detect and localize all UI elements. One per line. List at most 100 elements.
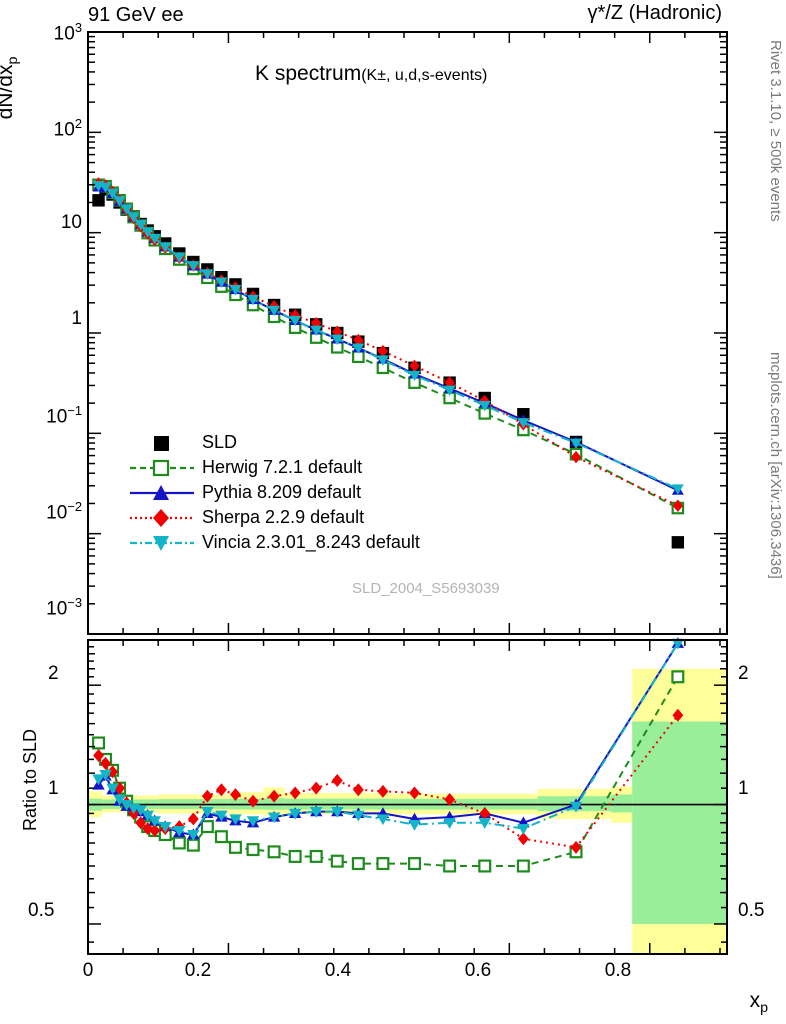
ratio-tick-label: 0.5 [28,900,55,921]
data-point [288,849,302,863]
data-point [331,334,344,346]
data-point [172,836,186,850]
data-point [517,832,529,846]
ratio-tick-label-right: 1 [738,778,749,799]
data-point [376,355,389,366]
x-tick-label: 0.8 [604,960,632,981]
data-point [113,794,126,806]
y-tick-label: 103 [53,20,82,45]
data-point [148,816,161,828]
data-point [478,859,492,873]
data-point [229,284,242,296]
data-point [268,789,280,803]
x-tick-label: 0.2 [184,960,212,981]
data-point [215,277,228,288]
data-point [99,770,112,781]
data-point [671,670,685,684]
data-point [173,825,186,837]
data-point [330,854,344,868]
data-point [134,219,147,231]
legend-label: SLD [202,432,238,452]
data-point [671,484,684,495]
data-point [376,857,390,871]
pythia-marker-icon [130,485,194,500]
data-point [201,807,214,818]
data-point [127,212,140,223]
data-point [479,806,491,820]
plot-title: K spectrum(K±, u,d,s-events) [255,62,488,85]
data-point [352,810,365,822]
data-point [331,774,343,787]
data-point [93,748,104,762]
data-point [120,204,133,215]
data-point [120,799,133,811]
legend-label: Herwig 7.2.1 default [202,457,363,477]
data-point [516,859,530,873]
data-point [408,820,421,831]
data-point [135,816,147,830]
data-point [408,857,422,871]
data-point [352,783,364,797]
data-point [247,294,259,306]
vincia-marker-icon [130,536,194,551]
series-line [98,184,679,490]
data-point [517,408,530,421]
y-tick-label: 102 [53,116,82,141]
herwig-marker-icon [130,459,194,477]
data-point [310,781,322,795]
data-point [671,536,685,549]
data-point [377,784,389,798]
sherpa-marker-icon [130,509,194,527]
data-point [408,370,421,382]
data-point [228,840,242,854]
data-point [200,820,214,834]
data-point [100,756,111,770]
data-point [672,499,684,512]
beam-energy-label: 91 GeV ee [88,4,184,26]
data-point [309,849,323,863]
data-point [517,823,530,835]
legend-label: Pythia 8.209 default [202,482,362,502]
data-point [106,783,119,795]
data-point [214,830,228,844]
data-point [672,708,684,722]
data-point [376,814,390,826]
data-point [288,808,302,820]
data-point [377,344,389,358]
y-tick-label: 10−2 [46,499,82,524]
x-tick-label: 0.4 [324,960,352,981]
ratio-tick-label-right: 0.5 [738,900,765,921]
band-stat [611,794,633,813]
data-point [173,252,186,263]
y-tick-label: 1 [71,308,82,329]
data-point [289,315,302,327]
data-point [409,786,420,800]
data-point [92,736,106,750]
ratio-panel-series [92,637,685,873]
data-point [186,838,200,852]
data-point [443,385,456,397]
data-point [134,805,147,817]
data-point [517,418,530,429]
data-point [409,359,420,373]
data-point [246,816,260,828]
data-point [107,765,118,779]
data-point [478,818,491,829]
data-point [187,812,199,826]
data-point [247,794,259,808]
x-tick-label: 0.6 [464,960,492,981]
data-point [113,196,126,207]
legend-label: Vincia 2.3.01_8.243 default [202,532,420,552]
data-point [92,774,105,786]
y-tick-label: 10 [60,212,82,233]
data-point [671,638,685,650]
x-tick-label: 0 [82,960,94,981]
data-point [187,261,200,272]
data-point [443,818,456,829]
data-point [201,269,214,280]
data-point [570,450,582,464]
data-point [351,857,365,871]
data-point [267,812,281,824]
data-point [267,845,281,859]
